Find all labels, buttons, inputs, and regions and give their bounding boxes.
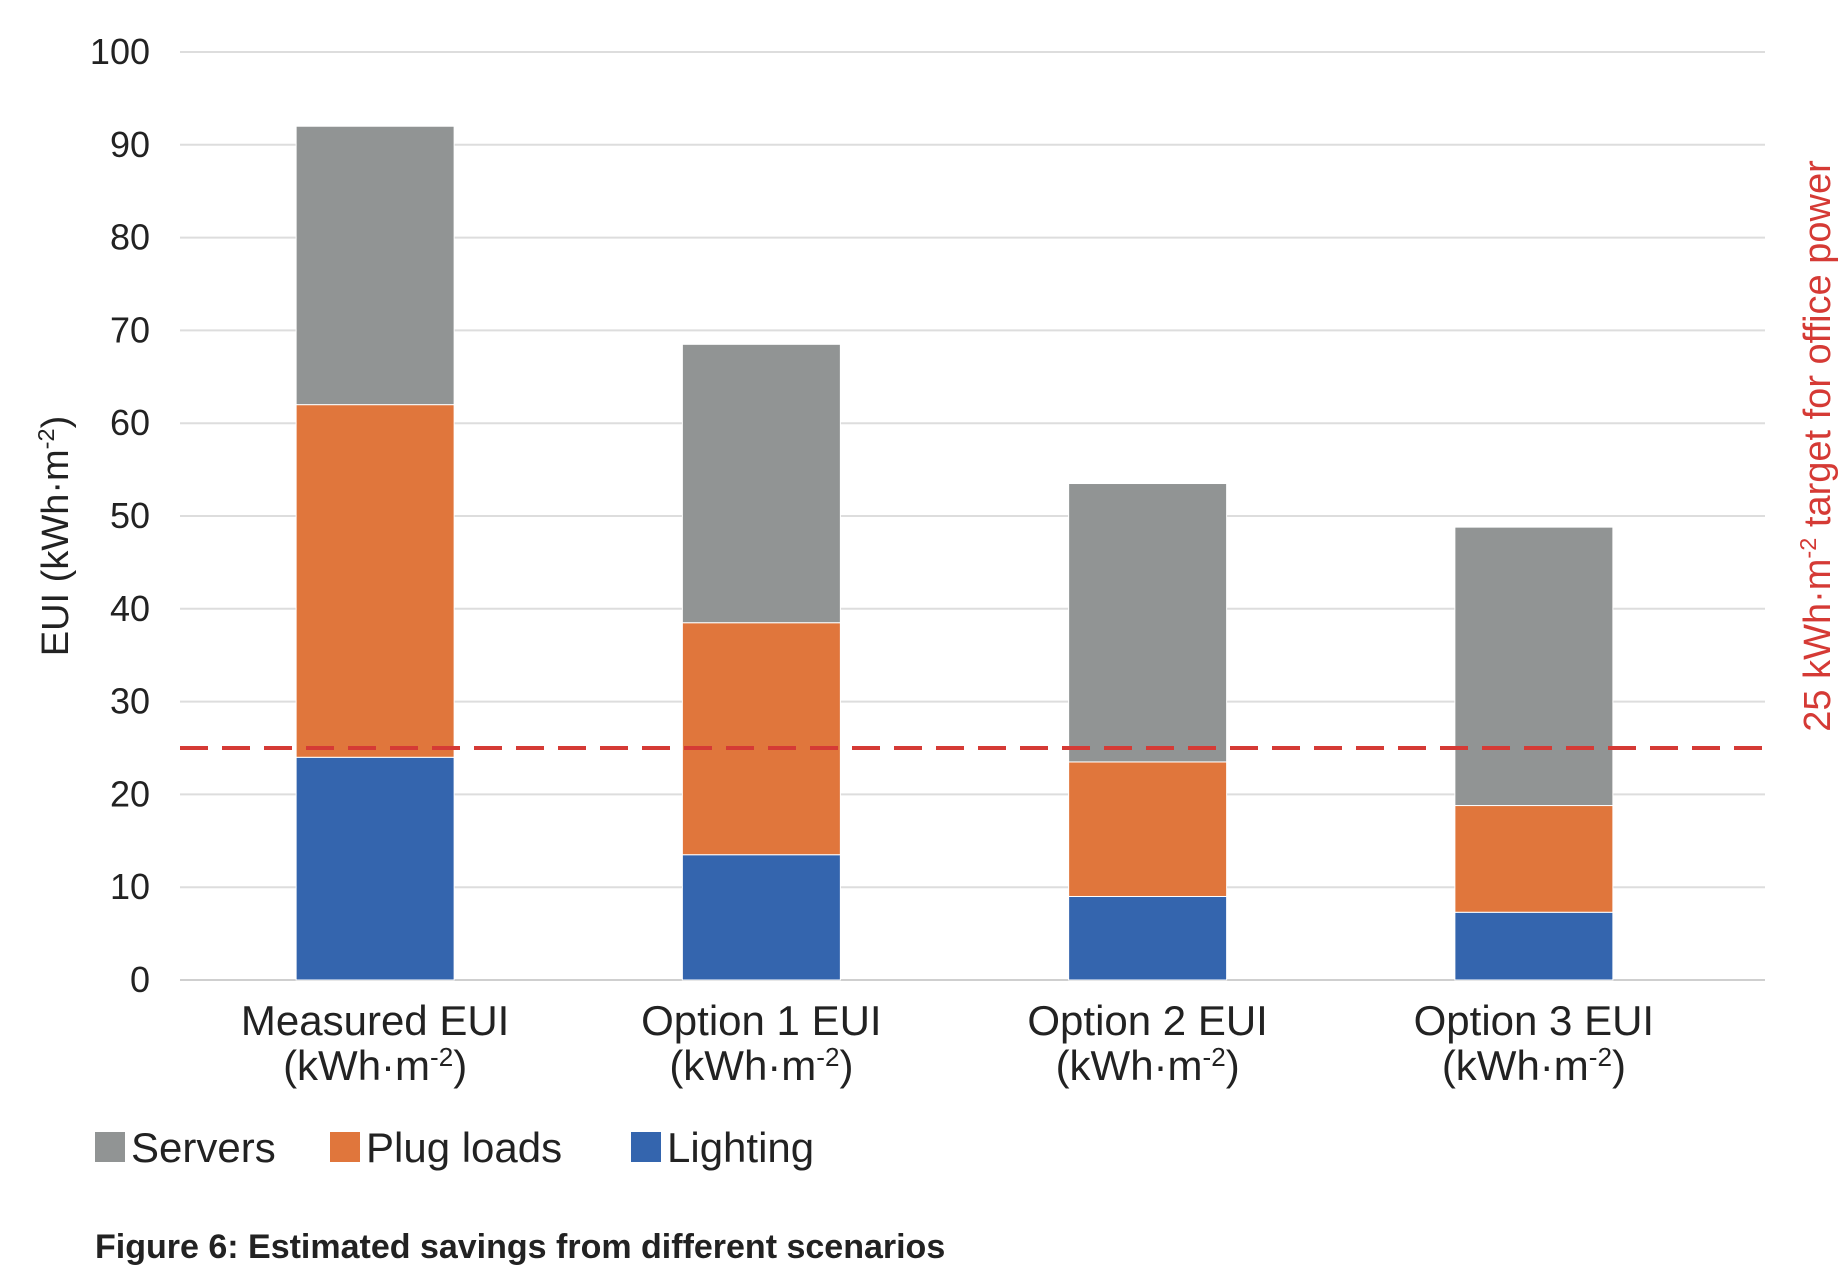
bar-plug-loads-3 [1068,761,1228,897]
y-tick-label: 50 [110,495,150,536]
target-line-label: 25 kWh·m-2 target for office power [1795,160,1839,732]
legend-swatch-plug-loads [330,1132,360,1162]
bar-lighting-4 [1454,911,1614,981]
y-tick-label: 70 [110,309,150,350]
bar-plug-loads-1 [295,404,455,758]
y-tick-label: 90 [110,124,150,165]
bars [295,125,1614,981]
y-tick-label: 10 [110,866,150,907]
bar-lighting-2 [681,854,841,981]
y-tick-label: 0 [130,959,150,1000]
y-tick-label: 60 [110,402,150,443]
y-axis-title-group: EUI (kWh·m-2) [33,416,77,656]
bar-servers-3 [1068,483,1228,763]
x-category-label: Option 2 EUI [1027,997,1267,1044]
x-axis-category-labels: Measured EUI(kWh·m-2)Option 1 EUI(kWh·m-… [241,997,1654,1089]
y-tick-label: 30 [110,681,150,722]
x-category-unit: (kWh·m-2) [669,1042,853,1089]
y-tick-label: 40 [110,588,150,629]
bar-servers-1 [295,125,455,406]
bar-plug-loads-2 [681,622,841,856]
x-category-label: Option 3 EUI [1414,997,1654,1044]
y-axis-title: EUI (kWh·m-2) [33,416,77,656]
y-tick-label: 80 [110,217,150,258]
y-tick-label: 100 [90,31,150,72]
x-category-unit: (kWh·m-2) [283,1042,467,1089]
legend-label-plug-loads: Plug loads [366,1124,562,1171]
legend-swatch-lighting [631,1132,661,1162]
bar-lighting-1 [295,756,455,981]
y-tick-label: 20 [110,773,150,814]
bar-servers-4 [1454,526,1614,807]
legend-label-servers: Servers [131,1124,276,1171]
bar-servers-2 [681,343,841,624]
legend-swatch-servers [95,1132,125,1162]
y-axis-ticks: 0 10 20 30 40 50 60 70 80 90 100 [90,31,150,1000]
x-category-unit: (kWh·m-2) [1442,1042,1626,1089]
x-category-unit: (kWh·m-2) [1056,1042,1240,1089]
legend: Servers Plug loads Lighting [95,1124,814,1171]
bar-lighting-3 [1068,895,1228,981]
x-category-label: Measured EUI [241,997,509,1044]
bar-plug-loads-4 [1454,805,1614,913]
x-category-label: Option 1 EUI [641,997,881,1044]
legend-label-lighting: Lighting [667,1124,814,1171]
target-line-group: 25 kWh·m-2 target for office power [180,160,1839,750]
figure-caption: Figure 6: Estimated savings from differe… [95,1228,946,1266]
